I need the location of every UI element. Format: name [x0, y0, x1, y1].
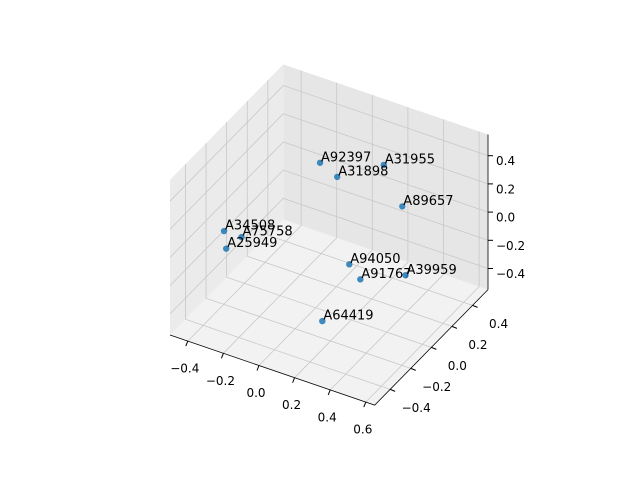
- point: [346, 261, 353, 268]
- point-label: A75758: [242, 225, 292, 240]
- axis-line: [169, 289, 489, 406]
- tick-mark: [220, 353, 224, 359]
- grid-line: [187, 70, 302, 342]
- tick-mark: [185, 340, 189, 347]
- x-tick-label: 0.2: [282, 398, 301, 412]
- point: [357, 276, 364, 283]
- tick-mark: [256, 365, 260, 371]
- x-tick-label: 0.6: [353, 423, 372, 437]
- y-tick-label: 0.0: [448, 359, 467, 373]
- point-label: A31898: [338, 164, 388, 179]
- tick-mark: [472, 304, 478, 308]
- z-tick-label: 0.2: [496, 182, 515, 196]
- point-label: A25949: [227, 236, 277, 251]
- grid-line: [226, 122, 432, 348]
- grid-line: [329, 119, 444, 391]
- grid-line: [205, 143, 411, 369]
- tick-mark: [451, 325, 458, 329]
- grid-line: [267, 80, 473, 306]
- point-label: A34508: [225, 219, 275, 234]
- y-tick-label: −0.2: [422, 380, 451, 394]
- grid-line: [169, 113, 489, 230]
- point-label: A31955: [385, 152, 435, 167]
- z-tick-label: 0.4: [496, 154, 515, 168]
- tick-mark: [327, 389, 331, 396]
- grid-line: [294, 107, 409, 378]
- point-label: A91767: [361, 267, 411, 282]
- x-tick-label: 0.4: [318, 410, 337, 424]
- tick-mark: [410, 367, 416, 371]
- point: [380, 161, 387, 169]
- grid-line: [169, 85, 489, 202]
- grid-line: [246, 101, 453, 327]
- point-label: A64419: [323, 309, 373, 324]
- x-tick-label: 0.0: [246, 386, 265, 400]
- grid-line: [258, 94, 373, 366]
- grid-line: [169, 169, 489, 286]
- tick-mark: [363, 401, 367, 408]
- x-tick-label: −0.2: [206, 374, 235, 388]
- grid-line: [365, 131, 480, 403]
- point: [334, 173, 341, 181]
- z-tick-label: −0.2: [496, 239, 525, 253]
- point: [238, 233, 245, 241]
- point-label: A39959: [406, 263, 456, 278]
- tick-mark: [431, 346, 437, 350]
- point: [316, 159, 324, 166]
- y-tick-label: 0.4: [489, 317, 508, 331]
- grid-line: [169, 197, 489, 315]
- point: [223, 245, 230, 252]
- point-label: A92397: [321, 150, 371, 165]
- z-tick-label: −0.4: [496, 267, 525, 281]
- point: [220, 227, 228, 235]
- point: [319, 317, 326, 325]
- point-label: A89657: [403, 194, 453, 209]
- z-tick-label: 0.0: [496, 211, 515, 225]
- tick-mark: [389, 388, 396, 392]
- y-tick-label: −0.4: [402, 401, 431, 415]
- grid-line: [169, 141, 489, 258]
- point-label: A94050: [350, 252, 400, 267]
- point: [399, 203, 406, 210]
- y-tick-label: 0.2: [468, 338, 487, 352]
- point: [402, 272, 409, 279]
- grid-line: [185, 164, 391, 390]
- x-tick-label: −0.4: [170, 362, 199, 376]
- grid-line: [223, 82, 338, 354]
- tick-mark: [292, 377, 296, 383]
